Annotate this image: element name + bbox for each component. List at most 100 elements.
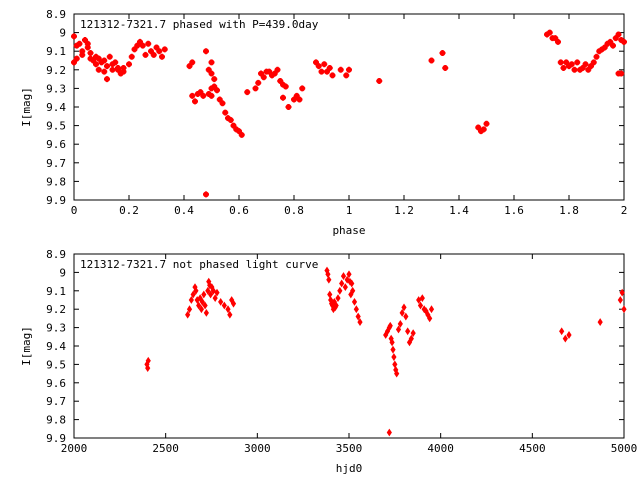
phased-plot-point xyxy=(269,72,275,79)
phased-plot-ytick-label: 9.4 xyxy=(46,101,66,114)
phased-plot-point xyxy=(544,31,550,38)
phased-plot-point xyxy=(197,89,204,96)
phased-plot-point xyxy=(480,126,487,133)
unphased-plot-ytick-label: 9.8 xyxy=(46,414,66,427)
phased-plot-xtick-label: 0 xyxy=(71,204,78,217)
unphased-plot-point xyxy=(207,281,213,290)
phased-plot-point xyxy=(260,74,267,81)
phased-plot-point xyxy=(230,122,237,129)
unphased-plot-point xyxy=(202,301,208,310)
phased-plot-point xyxy=(161,46,168,53)
phased-plot-point xyxy=(214,87,220,94)
phased-plot-point xyxy=(546,29,553,36)
phased-plot-point xyxy=(131,46,138,53)
phased-plot-point xyxy=(203,48,209,55)
phased-plot-point xyxy=(280,94,286,101)
phased-plot: 0 0.2 0.4 0.6 0.8 1 1.2 1.4 1.6 1.8 2 8.9 9 9.1 9.2 9.3… xyxy=(20,8,627,237)
unphased-plot-point xyxy=(185,310,191,319)
phased-plot-xtick-label: 1.6 xyxy=(504,204,524,217)
phased-plot-point xyxy=(73,55,80,62)
unphased-plot-point xyxy=(390,345,396,354)
phased-plot-point xyxy=(153,44,160,51)
phased-plot-point xyxy=(216,96,223,103)
unphased-plot-point xyxy=(214,288,220,297)
unphased-plot-xtick-label: 4000 xyxy=(427,442,454,455)
phased-plot-point xyxy=(142,51,149,58)
phased-plot-point xyxy=(599,46,605,53)
phased-plot-point xyxy=(208,85,215,92)
phased-plot-point xyxy=(607,38,614,45)
phased-plot-point xyxy=(552,35,559,42)
phased-plot-point xyxy=(109,61,116,68)
phased-plot-point xyxy=(291,96,297,103)
phased-plot-frame xyxy=(73,13,625,201)
unphased-plot-point xyxy=(346,270,352,279)
unphased-plot-ytick-label: 9.2 xyxy=(46,303,66,316)
unphased-plot-point xyxy=(416,296,422,304)
phased-plot-point xyxy=(615,70,622,77)
phased-plot-point xyxy=(87,50,94,57)
unphased-plot-point xyxy=(405,327,411,336)
phased-plot-point xyxy=(238,131,245,138)
unphased-plot-point xyxy=(326,275,332,284)
phased-plot-point xyxy=(95,55,102,62)
unphased-plot-point xyxy=(386,428,392,437)
unphased-plot-point xyxy=(350,286,356,295)
phased-plot-point xyxy=(274,66,281,73)
unphased-plot-point xyxy=(401,303,407,312)
unphased-plot-point xyxy=(210,286,216,295)
unphased-plot-point xyxy=(395,325,402,334)
phased-plot-point xyxy=(318,68,325,75)
phased-plot-point xyxy=(615,31,622,38)
phased-plot-point xyxy=(84,44,91,51)
phased-plot-ytick-label: 9.8 xyxy=(46,175,66,188)
unphased-plot-point xyxy=(619,288,625,297)
unphased-plot-point xyxy=(198,305,205,314)
unphased-plot-point xyxy=(333,301,339,310)
phased-plot-xtick-label: 0.8 xyxy=(284,204,304,217)
phased-plot-point xyxy=(255,79,262,86)
phased-plot-point xyxy=(337,66,344,73)
phased-plot-xtick-label: 1.8 xyxy=(559,204,579,217)
phased-plot-point xyxy=(582,61,589,68)
unphased-plot-point xyxy=(617,296,623,304)
phased-plot-xtick-label: 1.4 xyxy=(449,204,469,217)
phased-plot-point xyxy=(211,76,218,83)
unphased-plot-ytick-label: 9.6 xyxy=(46,377,66,390)
phased-plot-point xyxy=(192,98,198,105)
phased-plot-point xyxy=(252,85,259,92)
unphased-plot-point xyxy=(335,294,341,303)
phased-plot-point xyxy=(71,59,77,66)
phased-plot-point xyxy=(71,33,77,40)
phased-plot-point xyxy=(593,53,600,60)
phased-plot-point xyxy=(557,59,564,66)
phased-plot-point xyxy=(577,66,583,73)
phased-plot-title: 121312-7321.7 phased with P=439.0day xyxy=(80,18,319,31)
unphased-plot-point xyxy=(397,320,403,328)
phased-plot-point xyxy=(227,117,234,124)
unphased-plot-point xyxy=(225,305,231,314)
phased-plot-ylabel: I[mag] xyxy=(20,87,33,127)
phased-plot-point xyxy=(87,55,94,62)
phased-plot-point xyxy=(148,48,154,55)
phased-plot-ytick-label: 8.9 xyxy=(46,8,66,21)
phased-plot-point xyxy=(211,83,218,90)
unphased-plot-point xyxy=(197,294,203,303)
phased-plot-point xyxy=(205,66,212,73)
phased-plot-xtick-label: 2 xyxy=(621,204,628,217)
phased-plot-point xyxy=(104,76,110,83)
unphased-plot-point xyxy=(428,305,435,314)
unphased-plot-point xyxy=(410,329,416,338)
phased-plot-point xyxy=(101,57,108,64)
unphased-plot-point xyxy=(186,305,193,314)
phased-plot-point xyxy=(299,85,306,92)
phased-plot-point xyxy=(475,124,482,131)
phased-plot-point xyxy=(376,77,383,84)
phased-plot-point xyxy=(93,61,99,68)
unphased-plot-ytick-label: 9.5 xyxy=(46,358,66,371)
phased-plot-ticks: 0 0.2 0.4 0.6 0.8 1 1.2 1.4 1.6 1.8 2 8.9 9 9.1 9.2 9.3… xyxy=(46,8,627,217)
unphased-plot-ytick-label: 9 xyxy=(59,266,66,279)
phased-plot-point xyxy=(277,77,284,84)
phased-plot-point xyxy=(574,59,581,66)
unphased-plot-point xyxy=(205,286,211,295)
